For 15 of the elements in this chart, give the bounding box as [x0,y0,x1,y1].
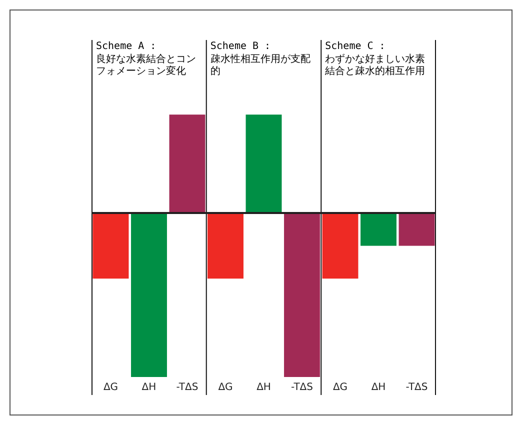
x-tick-label: ΔG [332,382,348,393]
text: 良好な水素結合とコンフォメーション変化 [96,53,196,77]
text: 疎水性相互作用が支配的 [210,53,310,77]
text: Scheme B : [210,41,271,52]
x-tick-label: ΔH [256,382,271,393]
text: Scheme C : [325,41,386,52]
text: Scheme A : [96,41,156,52]
x-tick-label: -TΔS [406,382,428,393]
x-tick-label: -TΔS [291,382,313,393]
x-tick-label: -TΔS [176,382,198,393]
text: わずかな好ましい水素結合と疎水的相互作用 [324,53,426,77]
x-tick-label: ΔH [371,382,386,393]
x-tick-label: ΔG [218,382,233,393]
x-tick-label: ΔH [142,382,156,393]
x-tick-label: ΔG [103,382,118,393]
